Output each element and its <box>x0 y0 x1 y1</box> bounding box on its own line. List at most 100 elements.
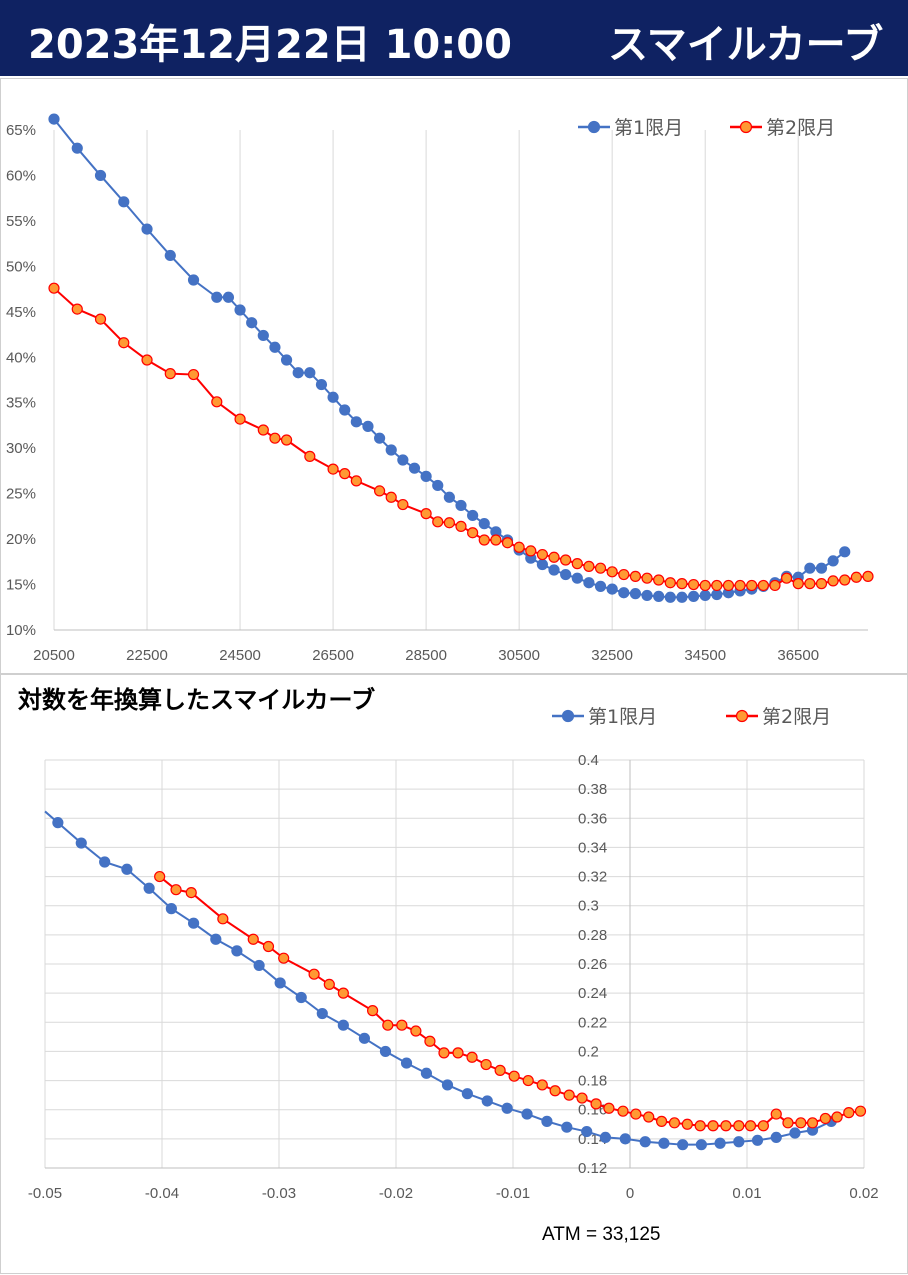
data-point <box>536 1079 548 1091</box>
y-tick-label: 10% <box>6 622 36 639</box>
data-point <box>536 558 549 571</box>
data-point <box>571 558 583 570</box>
data-point <box>639 1136 651 1148</box>
data-point <box>165 903 177 915</box>
data-point <box>658 1137 670 1149</box>
data-point <box>560 554 572 566</box>
data-point <box>420 508 432 520</box>
data-point <box>827 555 839 567</box>
data-point <box>94 169 107 182</box>
x-tick-label: 34500 <box>684 647 726 664</box>
data-point <box>154 870 166 883</box>
data-point <box>618 568 630 581</box>
data-point <box>397 454 409 466</box>
data-point <box>438 1047 450 1059</box>
data-point <box>257 424 269 436</box>
y-tick-label: 0.26 <box>578 956 607 973</box>
data-point <box>707 1120 719 1132</box>
data-point <box>400 1057 413 1069</box>
legend-marker <box>587 120 601 134</box>
data-point <box>94 313 107 325</box>
data-point <box>187 368 200 381</box>
data-point <box>466 1051 478 1063</box>
legend-label: 第2限月 <box>766 117 835 139</box>
y-tick-label: 0.4 <box>578 752 599 769</box>
data-point <box>722 579 735 592</box>
data-point <box>396 1019 408 1031</box>
data-point <box>653 590 665 602</box>
data-point <box>629 570 642 582</box>
data-point <box>339 468 351 480</box>
data-point <box>522 1074 534 1087</box>
data-point <box>733 1120 745 1132</box>
data-point <box>536 548 549 561</box>
header-bar: 2023年12月22日 10:00 スマイルカーブ <box>0 0 908 76</box>
y-tick-label: 0.3 <box>578 898 599 915</box>
data-point <box>854 1105 867 1117</box>
data-point <box>304 450 316 462</box>
data-point <box>339 404 351 416</box>
data-point <box>222 291 235 303</box>
x-tick-label: 0.02 <box>849 1185 878 1202</box>
data-point <box>480 1058 492 1071</box>
header-date: 2023年12月22日 10:00 <box>28 22 512 68</box>
data-point <box>280 434 293 446</box>
data-point <box>292 367 304 379</box>
data-point <box>257 329 269 342</box>
y-tick-label: 15% <box>6 577 36 594</box>
x-tick-label: 26500 <box>312 647 354 664</box>
y-tick-label: 0.2 <box>578 1043 599 1060</box>
data-point <box>862 570 874 582</box>
data-point <box>699 589 711 602</box>
series-line <box>159 875 861 1127</box>
data-point <box>141 223 153 235</box>
data-point <box>48 282 60 294</box>
data-point <box>490 534 502 546</box>
atm-annotation: ATM = 33,125 <box>542 1224 661 1245</box>
y-tick-label: 0.12 <box>578 1160 607 1177</box>
x-tick-label: 22500 <box>126 647 168 664</box>
data-point <box>780 572 793 584</box>
x-tick-label: 32500 <box>591 647 633 664</box>
data-point <box>315 378 328 391</box>
data-point <box>699 579 711 592</box>
data-point <box>350 475 362 487</box>
data-point <box>676 591 688 603</box>
data-point <box>630 1108 642 1120</box>
data-point <box>789 1127 801 1139</box>
data-point <box>327 463 339 475</box>
data-point <box>185 886 197 899</box>
data-point <box>795 1117 807 1129</box>
data-point <box>461 1088 473 1100</box>
y-tick-label: 50% <box>6 258 36 275</box>
data-point <box>513 541 525 553</box>
data-point <box>850 571 862 583</box>
x-tick-label: 24500 <box>219 647 261 664</box>
series-line <box>53 287 869 587</box>
data-point <box>374 485 386 497</box>
data-point <box>839 546 851 558</box>
data-point <box>694 1120 706 1132</box>
data-point <box>337 987 349 999</box>
data-point <box>424 1035 436 1047</box>
data-point <box>720 1120 732 1132</box>
x-tick-label: -0.04 <box>145 1185 179 1202</box>
legend-marker <box>739 120 753 134</box>
data-point <box>48 113 60 125</box>
y-tick-label: 25% <box>6 486 36 503</box>
data-point <box>770 1131 782 1144</box>
x-tick-label: -0.03 <box>262 1185 296 1202</box>
data-point <box>481 1095 493 1107</box>
x-tick-label: -0.02 <box>379 1185 413 1202</box>
legend-label: 第1限月 <box>614 117 683 139</box>
data-point <box>308 968 320 980</box>
y-tick-label: 30% <box>6 440 36 457</box>
y-tick-label: 55% <box>6 213 36 230</box>
data-point <box>374 432 386 444</box>
data-point <box>231 945 243 957</box>
series-line <box>44 810 832 1146</box>
data-point <box>695 1139 707 1151</box>
data-point <box>827 575 839 587</box>
data-point <box>478 518 490 530</box>
data-point <box>687 578 700 591</box>
